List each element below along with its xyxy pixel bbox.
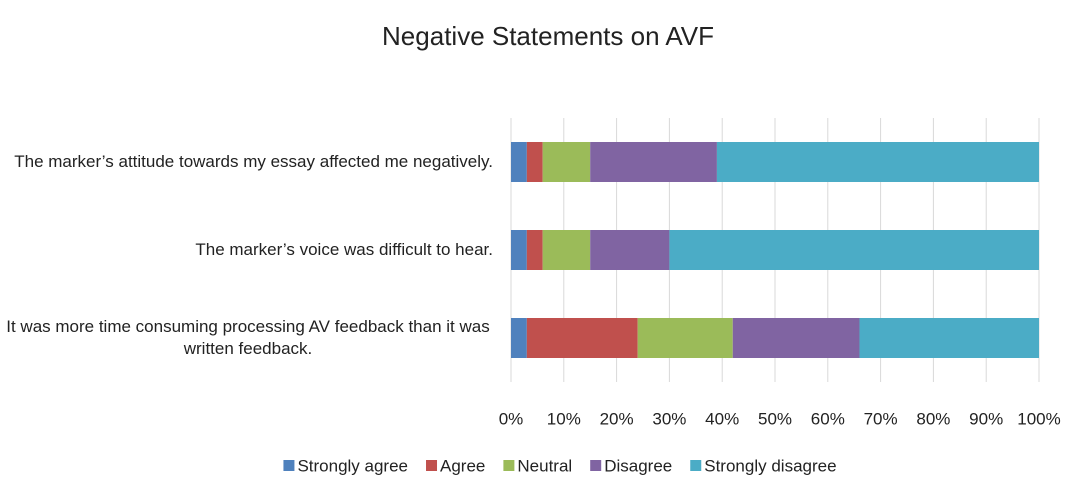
bar-segment <box>542 230 591 270</box>
category-label-box: The marker’s attitude towards my essay a… <box>0 151 493 173</box>
legend-label: Strongly agree <box>297 456 408 475</box>
bar-segment <box>716 142 1039 182</box>
legend-swatch <box>590 460 602 471</box>
bar-segment <box>526 142 543 182</box>
legend-label: Neutral <box>517 456 572 475</box>
y-tick-label: The marker’s voice was difficult to hear… <box>195 240 493 259</box>
x-tick-label: 90% <box>969 409 1003 428</box>
bar-segment <box>542 142 591 182</box>
bar-segment <box>859 318 1039 358</box>
x-tick-label: 60% <box>811 409 845 428</box>
bar-segment <box>732 318 860 358</box>
y-tick-label: It was more time consuming processing AV… <box>6 317 490 358</box>
x-tick-label: 0% <box>499 409 524 428</box>
category-label-box: The marker’s voice was difficult to hear… <box>0 239 493 261</box>
bar-segment <box>590 230 670 270</box>
bar-segment <box>526 230 543 270</box>
legend-swatch <box>283 460 295 471</box>
x-tick-label: 30% <box>652 409 686 428</box>
legend-swatch <box>690 460 702 471</box>
bar-segment <box>669 230 1039 270</box>
x-tick-label: 20% <box>600 409 634 428</box>
bar-segment <box>526 318 638 358</box>
y-tick-label: The marker’s attitude towards my essay a… <box>14 152 493 171</box>
legend-swatch <box>503 460 515 471</box>
legend-swatch <box>426 460 438 471</box>
legend-label: Disagree <box>604 456 672 475</box>
legend-label: Agree <box>440 456 485 475</box>
x-tick-label: 70% <box>864 409 898 428</box>
x-tick-label: 80% <box>916 409 950 428</box>
chart-title: Negative Statements on AVF <box>382 21 714 51</box>
x-tick-label: 10% <box>547 409 581 428</box>
bar-segment <box>511 230 527 270</box>
bar-segment <box>590 142 717 182</box>
x-tick-label: 50% <box>758 409 792 428</box>
bar-segment <box>637 318 733 358</box>
legend: Strongly agree Agree Neutral Disagree Strong… <box>283 456 837 475</box>
category-label-box: It was more time consuming processing AV… <box>0 316 493 360</box>
x-tick-label: 40% <box>705 409 739 428</box>
bar-segment <box>511 142 527 182</box>
x-tick-label: 100% <box>1017 409 1060 428</box>
legend-label: Strongly disagree <box>704 456 836 475</box>
bar-segment <box>511 318 527 358</box>
